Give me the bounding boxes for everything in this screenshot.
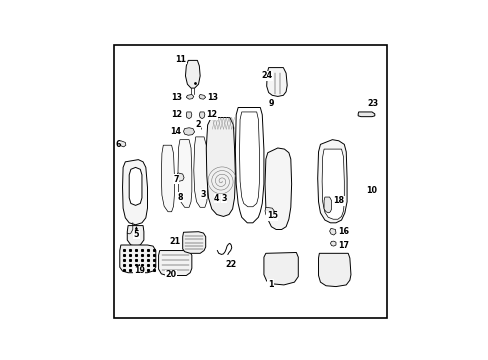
- Polygon shape: [122, 159, 147, 225]
- Text: 23: 23: [366, 99, 377, 108]
- Polygon shape: [206, 117, 235, 216]
- Polygon shape: [357, 112, 374, 117]
- Polygon shape: [120, 245, 156, 273]
- Polygon shape: [183, 128, 194, 135]
- FancyBboxPatch shape: [114, 45, 386, 318]
- Polygon shape: [120, 141, 125, 147]
- Text: 18: 18: [332, 196, 344, 205]
- Polygon shape: [127, 226, 143, 246]
- Polygon shape: [199, 112, 204, 118]
- Text: 5: 5: [133, 230, 139, 239]
- Polygon shape: [239, 112, 259, 207]
- Text: 16: 16: [337, 227, 348, 236]
- Text: 19: 19: [133, 266, 144, 275]
- Text: 12: 12: [170, 110, 182, 119]
- Polygon shape: [264, 207, 274, 219]
- Polygon shape: [186, 94, 193, 99]
- Polygon shape: [264, 148, 291, 229]
- Text: 11: 11: [175, 55, 186, 64]
- Polygon shape: [178, 140, 191, 207]
- Text: 3: 3: [201, 190, 206, 199]
- Text: 12: 12: [206, 110, 217, 119]
- Text: 2: 2: [195, 121, 201, 130]
- Polygon shape: [266, 68, 286, 96]
- Text: 7: 7: [173, 175, 179, 184]
- Polygon shape: [264, 252, 298, 285]
- Text: 22: 22: [225, 260, 236, 269]
- Polygon shape: [185, 60, 200, 88]
- Polygon shape: [318, 253, 350, 287]
- Polygon shape: [186, 112, 191, 118]
- Polygon shape: [324, 197, 331, 213]
- Polygon shape: [317, 140, 346, 223]
- Text: 10: 10: [365, 186, 376, 195]
- Polygon shape: [330, 241, 335, 246]
- Text: 1: 1: [267, 280, 273, 289]
- Text: 20: 20: [165, 270, 176, 279]
- Text: 17: 17: [337, 240, 348, 249]
- Text: 3: 3: [221, 194, 226, 203]
- Polygon shape: [329, 228, 335, 235]
- Text: 24: 24: [261, 71, 272, 80]
- Text: 8: 8: [178, 193, 183, 202]
- Polygon shape: [199, 94, 205, 99]
- Polygon shape: [176, 173, 183, 181]
- Text: 13: 13: [206, 93, 218, 102]
- Text: 15: 15: [266, 211, 277, 220]
- Polygon shape: [161, 145, 174, 212]
- Text: 6: 6: [115, 140, 121, 149]
- Polygon shape: [193, 137, 207, 207]
- Polygon shape: [235, 108, 264, 223]
- Text: 21: 21: [169, 237, 181, 246]
- Polygon shape: [322, 149, 344, 219]
- Polygon shape: [129, 167, 142, 205]
- Text: 13: 13: [170, 93, 182, 102]
- Text: 14: 14: [169, 127, 181, 136]
- Text: 4: 4: [214, 194, 219, 203]
- Text: 9: 9: [268, 99, 273, 108]
- Polygon shape: [158, 251, 191, 275]
- Polygon shape: [183, 232, 205, 253]
